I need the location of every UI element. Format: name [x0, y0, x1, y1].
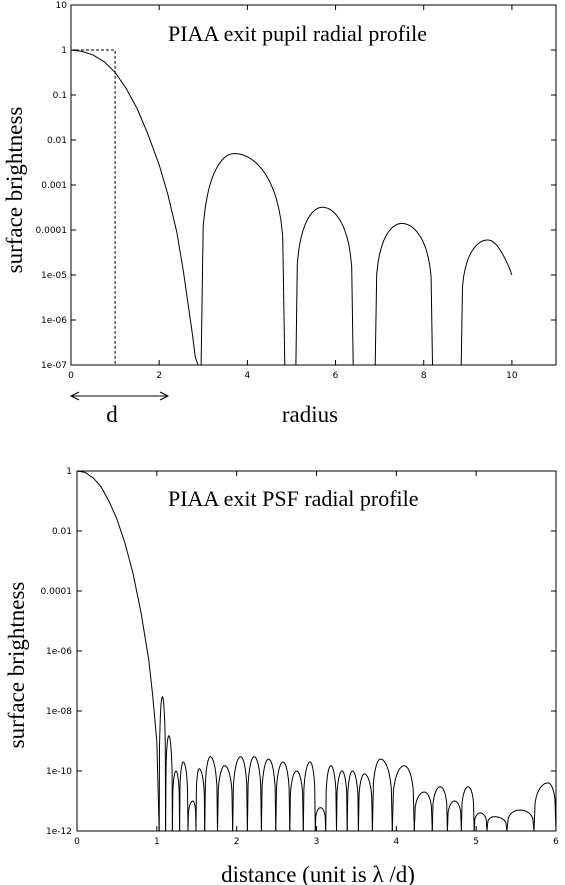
- top-main-lobe: [70, 49, 199, 366]
- bottom-side-lobe: [260, 758, 277, 832]
- top-y-tick-label: 10: [56, 1, 68, 11]
- top-x-tick-label: 10: [506, 371, 518, 381]
- bottom-side-lobe: [289, 770, 304, 832]
- top-y-tick-label: 0.0001: [36, 226, 68, 236]
- bottom-side-lobe: [217, 765, 234, 832]
- top-side-lobe: [295, 206, 354, 366]
- bottom-x-tick-label: 4: [393, 837, 399, 847]
- bottom-plot-frame: [76, 470, 557, 832]
- d-arrow: [69, 391, 170, 401]
- bottom-side-lobe: [187, 800, 197, 832]
- bottom-side-lobe: [204, 756, 218, 832]
- bottom-side-lobe: [336, 770, 348, 832]
- bottom-side-lobe: [158, 695, 167, 832]
- top-y-tick-label: 0.1: [53, 91, 67, 101]
- top-x-tick-label: 4: [244, 371, 250, 381]
- bottom-side-lobe: [486, 816, 508, 832]
- bottom-side-lobe: [232, 756, 248, 832]
- bottom-x-tick-label: 3: [314, 837, 320, 847]
- d-label: d: [106, 402, 118, 427]
- top-plot-frame: [70, 4, 557, 366]
- top-y-tick-label: 1e-05: [41, 271, 67, 281]
- bottom-side-lobe: [371, 758, 393, 832]
- bottom-side-lobe: [275, 761, 291, 832]
- bottom-side-lobe: [171, 770, 181, 832]
- bottom-y-tick-label: 1e-06: [46, 647, 72, 657]
- bottom-y-tick-label: 0.01: [52, 527, 72, 537]
- bottom-side-lobe: [179, 761, 189, 832]
- bottom-x-tick-label: 1: [154, 837, 160, 847]
- bottom-side-lobe: [413, 791, 433, 832]
- bottom-side-lobe: [346, 770, 359, 832]
- bottom-side-lobe: [391, 765, 415, 832]
- bottom-x-tick-label: 2: [234, 837, 240, 847]
- bottom-y-tick-label: 1e-12: [46, 827, 72, 837]
- bottom-side-lobe: [506, 809, 535, 832]
- top-side-lobe: [200, 152, 286, 366]
- bottom-y-tick-label: 1e-10: [46, 767, 72, 777]
- bottom-side-lobe: [302, 761, 316, 832]
- top-dashed-box: [71, 49, 116, 365]
- top-x-tick-label: 0: [68, 371, 74, 381]
- bottom-side-lobe: [165, 735, 173, 832]
- bottom-x-tick-label: 6: [553, 837, 559, 847]
- bottom-y-tick-label: 1: [66, 467, 72, 477]
- top-y-tick-label: 1: [61, 46, 67, 56]
- bottom-chart-title: PIAA exit PSF radial profile: [168, 486, 419, 511]
- top-y-axis-label: surface brightness: [2, 107, 27, 274]
- bottom-x-tick-label: 5: [473, 837, 479, 847]
- top-chart-title: PIAA exit pupil radial profile: [168, 21, 427, 46]
- bottom-side-lobe: [473, 812, 488, 832]
- bottom-side-lobe: [446, 800, 462, 832]
- bottom-y-tick-label: 1e-08: [46, 707, 72, 717]
- top-y-tick-label: 1e-06: [41, 316, 67, 326]
- bottom-y-tick-label: 0.0001: [41, 587, 73, 597]
- top-x-tick-label: 2: [156, 371, 162, 381]
- top-x-tick-label: 6: [333, 371, 339, 381]
- bottom-side-lobe: [246, 756, 262, 832]
- top-side-lobe: [374, 222, 433, 366]
- top-chart: 1e-07 1e-06 1e-05 0.0001 0.001 0.01 0.1 1 10 0 2 4…: [2, 1, 557, 427]
- bottom-side-lobe: [431, 786, 448, 832]
- top-side-lobe: [460, 239, 513, 366]
- bottom-main-lobe: [76, 470, 160, 832]
- top-y-tick-label: 0.01: [47, 136, 67, 146]
- bottom-x-tick-label: 0: [74, 837, 80, 847]
- bottom-side-lobe: [533, 782, 557, 832]
- top-y-tick-label: 1e-07: [41, 361, 67, 371]
- top-x-tick-label: 8: [421, 371, 427, 381]
- bottom-side-lobe: [460, 786, 475, 832]
- bottom-side-lobe: [314, 807, 327, 832]
- top-y-tick-label: 0.001: [41, 181, 67, 191]
- bottom-side-lobe: [325, 765, 337, 832]
- bottom-x-axis-label: distance (unit is λ /d): [221, 862, 415, 885]
- bottom-y-axis-label: surface brightness: [4, 582, 29, 749]
- bottom-side-lobe: [195, 768, 206, 832]
- top-x-axis-label: radius: [282, 402, 338, 427]
- bottom-side-lobe: [357, 773, 373, 832]
